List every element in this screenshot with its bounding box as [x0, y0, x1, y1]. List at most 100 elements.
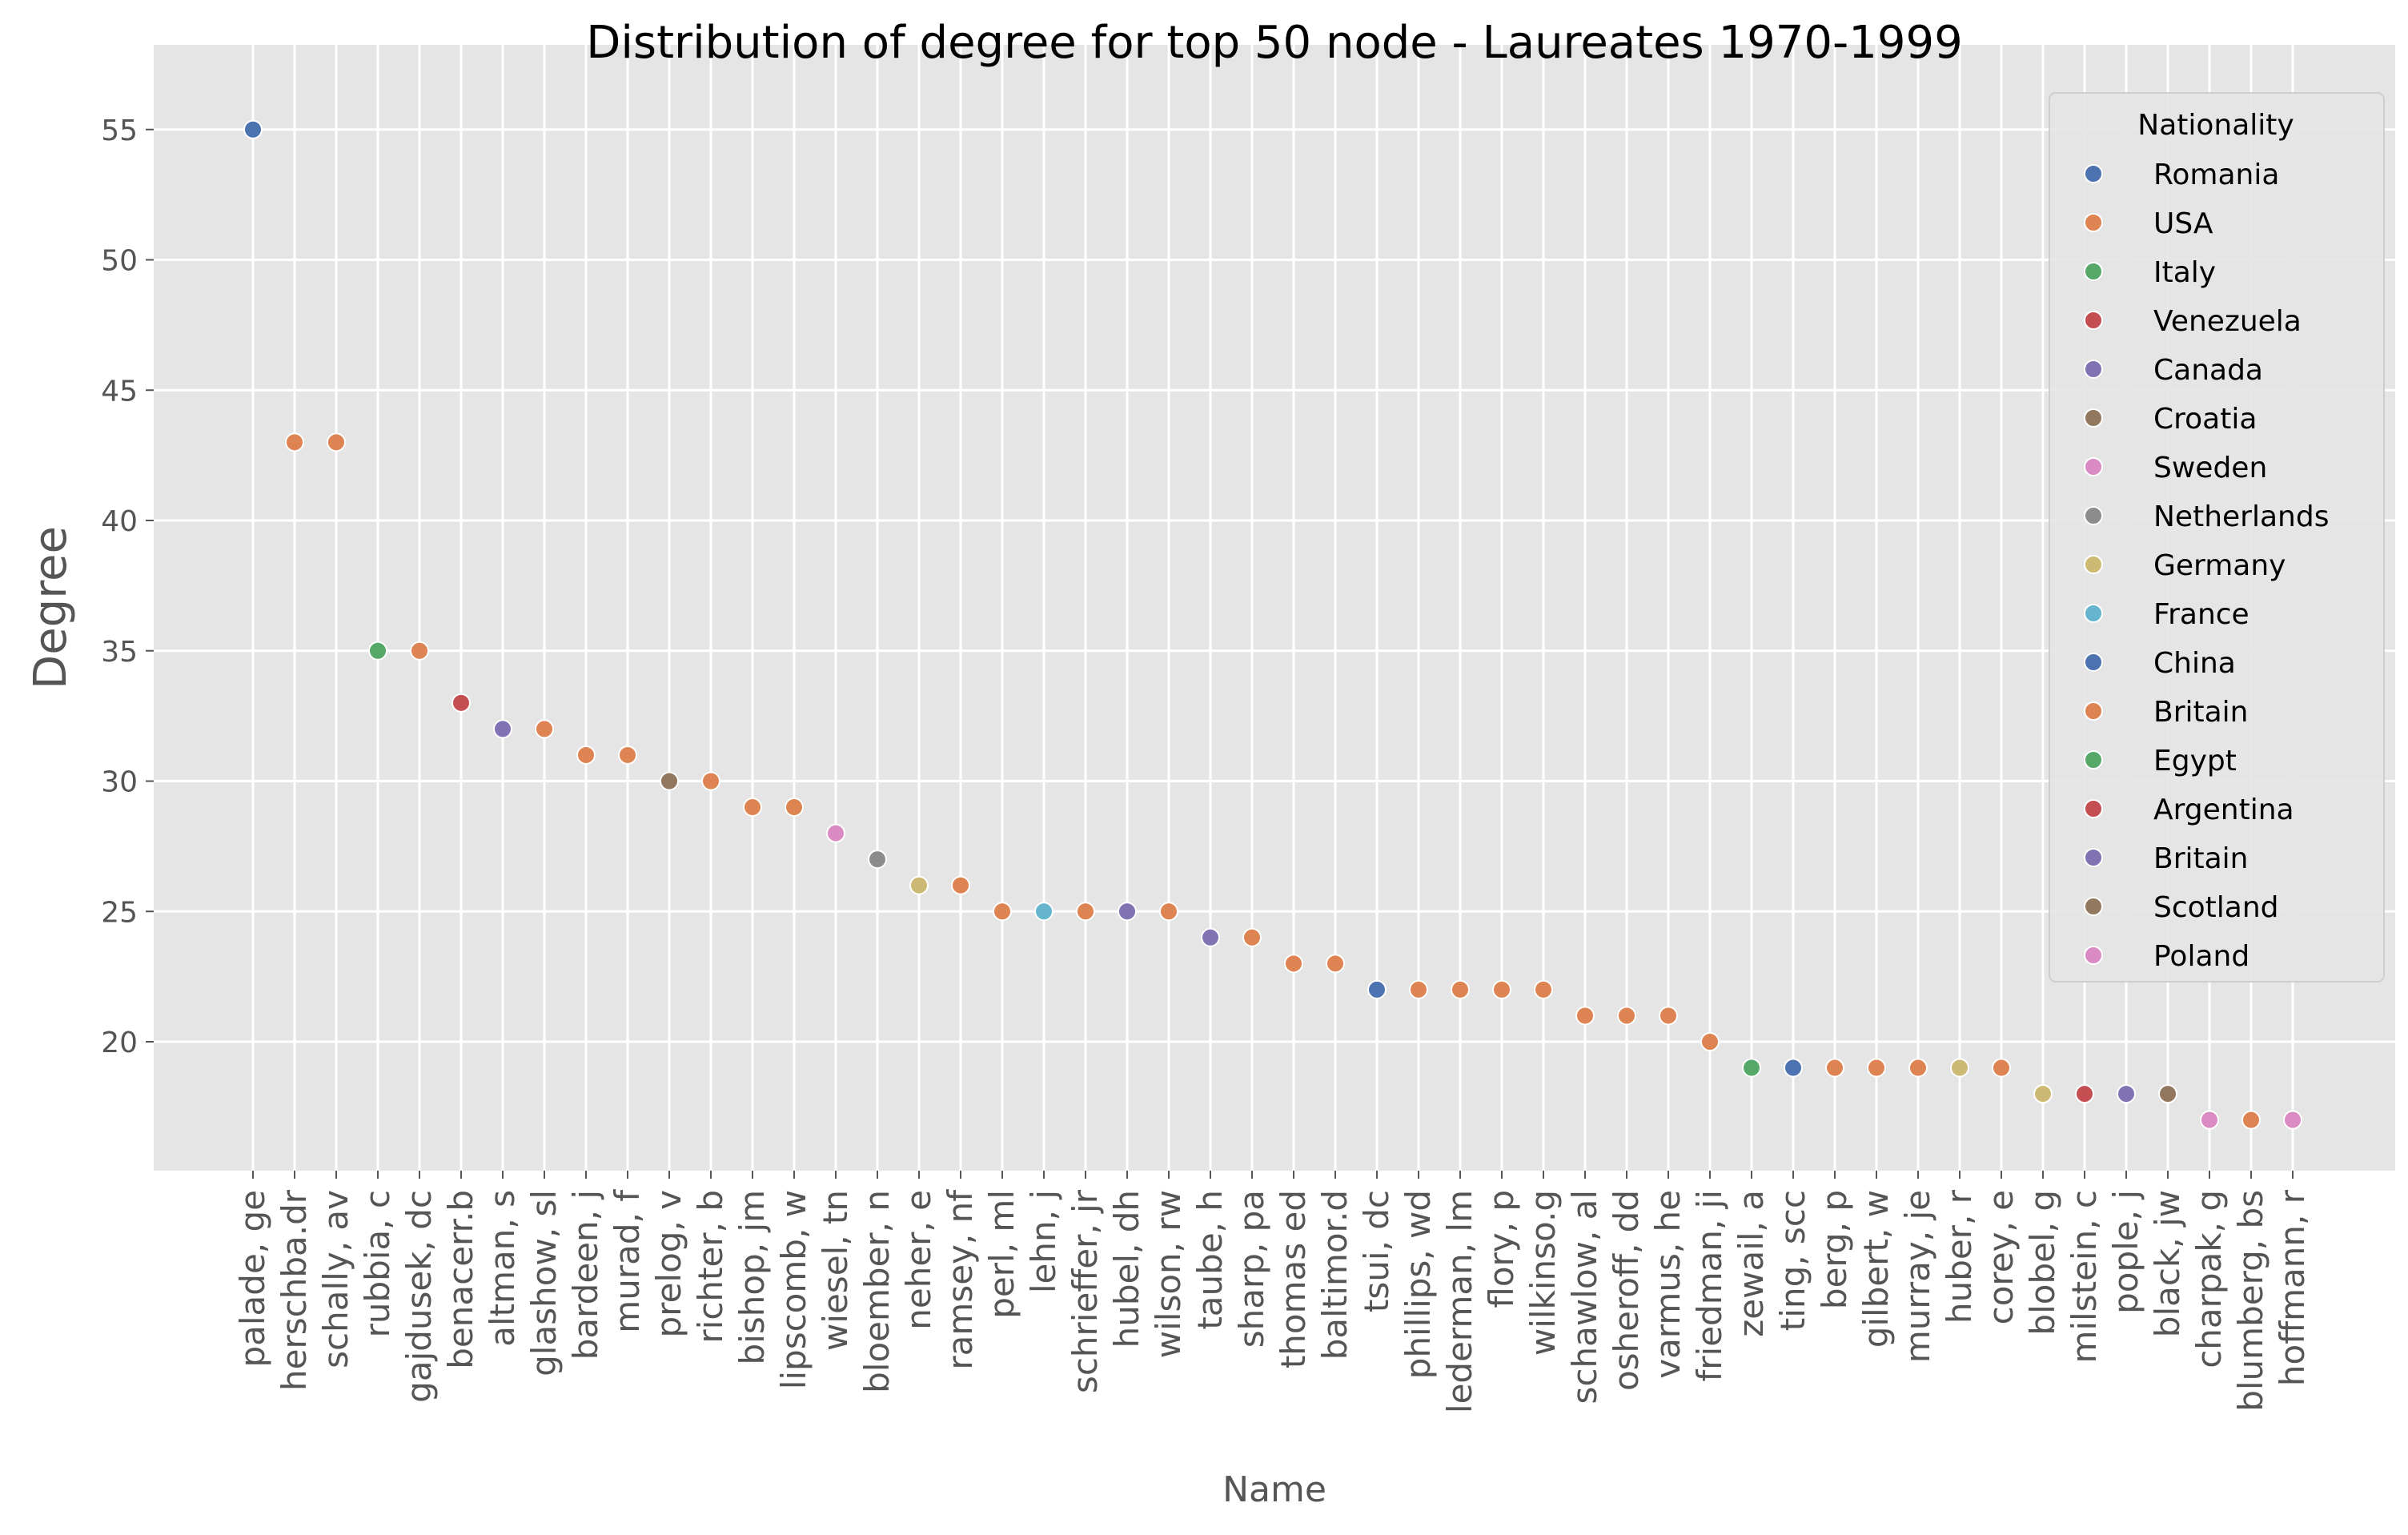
- y-tick-label: 20: [101, 1027, 138, 1059]
- data-point: [1950, 1058, 1969, 1078]
- x-tick-label: schally, av: [316, 1190, 355, 1368]
- x-tick-label: richter, b: [691, 1190, 730, 1344]
- y-tick-label: 40: [101, 505, 138, 538]
- data-point: [243, 119, 263, 139]
- data-point: [1326, 954, 1345, 974]
- data-point: [1742, 1058, 1761, 1078]
- data-point: [2200, 1110, 2219, 1130]
- legend-marker: [2084, 457, 2103, 476]
- legend-marker: [2084, 799, 2103, 818]
- data-point: [1908, 1058, 1928, 1078]
- data-point: [493, 719, 512, 739]
- x-tick-labels: palade, ge herschba.dr schally, av rubbia, …: [233, 1171, 2312, 1413]
- x-tick-label: murad, f: [608, 1189, 647, 1333]
- data-point: [1367, 979, 1387, 999]
- legend-marker: [2084, 164, 2103, 183]
- x-tick-label: blumberg, bs: [2231, 1190, 2270, 1412]
- x-tick-label: tsui, dc: [1357, 1190, 1396, 1312]
- x-tick-label: lehn, j: [1024, 1190, 1063, 1293]
- x-tick-label: rubbia, c: [358, 1190, 397, 1337]
- x-tick-label: lederman, lm: [1440, 1190, 1479, 1413]
- x-tick-label: zewail, a: [1732, 1190, 1771, 1337]
- x-tick-label: hubel, dh: [1107, 1190, 1146, 1348]
- x-tick-label: black, jw: [2148, 1190, 2187, 1337]
- data-point: [1992, 1058, 2011, 1078]
- x-tick-label: bloember, n: [857, 1190, 897, 1393]
- x-tick-label: schawlow, al: [1565, 1190, 1604, 1404]
- chart-title: Distribution of degree for top 50 node -…: [586, 17, 1963, 69]
- data-point: [2283, 1110, 2302, 1130]
- legend-marker: [2084, 555, 2103, 574]
- x-tick-label: schrieffer, jr: [1066, 1189, 1105, 1393]
- x-tick-label: lipscomb, w: [774, 1190, 813, 1389]
- data-point: [1034, 902, 1054, 922]
- data-point: [2033, 1084, 2053, 1104]
- legend-entry-label: Egypt: [2153, 745, 2237, 778]
- x-tick-label: glashow, sl: [524, 1190, 564, 1376]
- x-tick-label: perl, ml: [982, 1190, 1021, 1319]
- legend-marker: [2084, 750, 2103, 770]
- legend-entry-label: Poland: [2153, 940, 2249, 973]
- y-tick-label: 25: [101, 896, 138, 929]
- data-point: [535, 719, 554, 739]
- legend-entry-label: Canada: [2153, 354, 2263, 387]
- x-axis-label: Name: [1222, 1469, 1326, 1510]
- x-tick-label: thomas ed: [1274, 1190, 1313, 1368]
- legend-marker: [2084, 408, 2103, 428]
- x-tick-label: phillips, wd: [1399, 1190, 1438, 1379]
- x-tick-label: wiesel, tn: [816, 1190, 855, 1351]
- data-point: [1659, 1006, 1678, 1026]
- data-point: [1409, 979, 1428, 999]
- y-tick-label: 30: [101, 766, 138, 799]
- data-point: [1534, 979, 1553, 999]
- data-point: [1159, 902, 1178, 922]
- x-tick-label: altman, s: [483, 1190, 522, 1347]
- legend-marker: [2084, 360, 2103, 379]
- data-point: [1617, 1006, 1636, 1026]
- x-tick-label: gilbert, w: [1856, 1190, 1896, 1348]
- y-axis-label: Degree: [25, 526, 77, 689]
- data-point: [410, 641, 429, 661]
- data-point: [826, 823, 845, 843]
- legend-marker: [2084, 653, 2103, 672]
- legend-marker: [2084, 848, 2103, 867]
- legend-box: [2049, 92, 2385, 982]
- legend-marker: [2084, 897, 2103, 916]
- data-point: [743, 798, 762, 818]
- data-point: [1492, 979, 1511, 999]
- x-tick-label: baltimor.d: [1315, 1190, 1354, 1360]
- legend-entry-label: Germany: [2153, 549, 2286, 582]
- data-point: [1201, 927, 1220, 947]
- legend-entry-label: Romania: [2153, 159, 2279, 191]
- legend-marker: [2084, 604, 2103, 623]
- data-point: [576, 745, 596, 765]
- legend-marker: [2084, 946, 2103, 965]
- legend-entry-label: Britain: [2153, 842, 2249, 875]
- x-tick-label: sharp, pa: [1232, 1190, 1271, 1348]
- data-point: [1700, 1032, 1720, 1051]
- legend-entry-label: Netherlands: [2153, 500, 2329, 533]
- y-tick-label: 45: [101, 375, 138, 408]
- legend-entry-label: Italy: [2153, 256, 2216, 289]
- y-tick-labels: 20 25 30 35 40 45 50 55: [101, 115, 154, 1059]
- x-tick-label: taube, h: [1190, 1190, 1230, 1330]
- legend-entry-label: Scotland: [2153, 891, 2279, 924]
- x-tick-label: corey, e: [1981, 1190, 2021, 1324]
- data-point: [327, 432, 346, 452]
- legend-marker: [2084, 701, 2103, 721]
- legend-marker: [2084, 506, 2103, 525]
- x-tick-label: varmus, he: [1648, 1190, 1688, 1379]
- data-point: [951, 875, 970, 895]
- legend-entry-label: China: [2153, 647, 2236, 680]
- x-tick-label: wilson, rw: [1149, 1190, 1188, 1358]
- data-point: [1242, 927, 1262, 947]
- legend-marker: [2084, 213, 2103, 232]
- x-tick-label: herschba.dr: [275, 1189, 314, 1391]
- data-point: [1784, 1058, 1803, 1078]
- legend-title: Nationality: [2137, 109, 2294, 142]
- x-tick-label: osheroff, dd: [1607, 1190, 1646, 1391]
- x-tick-label: berg, p: [1815, 1190, 1854, 1309]
- data-point: [1076, 902, 1095, 922]
- data-point: [660, 771, 679, 791]
